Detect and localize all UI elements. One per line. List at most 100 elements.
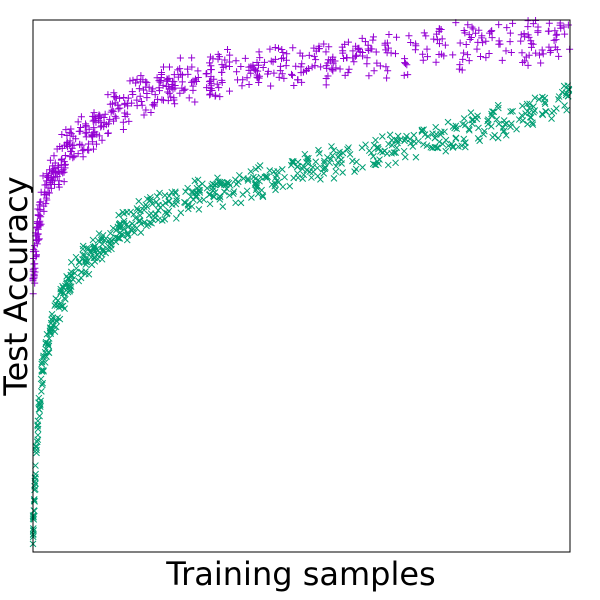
series-1-point (203, 184, 211, 192)
series-0-point (45, 173, 53, 181)
series-0-point (336, 65, 344, 73)
series-0-point (253, 59, 261, 67)
series-0-point (303, 67, 311, 75)
series-1-point (541, 100, 549, 108)
series-0-point (249, 64, 257, 72)
series-0-point (237, 63, 245, 71)
series-0-point (475, 26, 483, 34)
series-0-point (185, 94, 193, 102)
series-1-point (530, 103, 537, 110)
series-1-point (523, 100, 531, 108)
series-1-point (501, 120, 509, 128)
series-1-point (153, 193, 161, 200)
series-1-point (373, 158, 381, 165)
series-1-point (87, 253, 95, 261)
series-1-point (330, 146, 338, 154)
series-1-point (494, 101, 502, 109)
series-0-point (82, 122, 90, 130)
series-0-point (136, 92, 144, 100)
series-0-point (329, 59, 337, 67)
series-0-point (473, 45, 481, 53)
series-1-point (312, 158, 320, 166)
series-1-point (427, 143, 435, 151)
series-1-point (124, 229, 131, 237)
series-0-point (142, 106, 150, 114)
series-0-point (207, 62, 215, 70)
series-0-point (238, 82, 246, 90)
series-1-point (172, 215, 180, 222)
series-1-point (218, 179, 226, 186)
series-0-point (382, 46, 390, 54)
series-0-point (524, 23, 532, 31)
series-0-point (460, 26, 468, 34)
series-0-point (359, 52, 367, 60)
series-0-point (61, 152, 69, 160)
series-0-point (468, 23, 476, 31)
series-1-point (95, 230, 103, 237)
series-0-point (151, 91, 159, 99)
series-0-point (218, 76, 226, 84)
series-0-point (156, 78, 164, 86)
series-0-point (254, 67, 262, 75)
series-1-point (205, 191, 213, 199)
series-0-point (193, 78, 201, 86)
series-1-point (239, 191, 247, 198)
series-0-point (67, 125, 75, 133)
series-1-point (210, 192, 217, 200)
series-1-point (358, 144, 366, 152)
series-0-point (325, 43, 333, 51)
series-0-point (149, 85, 157, 93)
series-0-point (109, 107, 117, 115)
series-1-point (444, 118, 452, 126)
series-1-point (36, 412, 43, 420)
series-1-point (286, 182, 294, 190)
series-0-point (419, 50, 427, 58)
series-0-point (363, 54, 371, 62)
series-0-point (41, 181, 49, 189)
series-1-point (402, 135, 409, 143)
series-0-point (433, 30, 441, 38)
series-1-point (191, 177, 199, 185)
series-0-point (460, 49, 468, 57)
series-0-point (245, 80, 253, 88)
series-0-point (270, 69, 278, 77)
series-0-point (207, 82, 215, 90)
series-1-point (145, 211, 153, 219)
series-0-point (37, 198, 45, 206)
series-1-point (255, 164, 262, 171)
series-0-point (329, 67, 337, 75)
series-1-point (69, 275, 77, 283)
series-1-point (141, 218, 148, 226)
series-1-point (223, 185, 230, 193)
series-0-point (79, 153, 87, 161)
series-0-point (283, 50, 291, 58)
series-0-point (214, 55, 222, 63)
series-0-point (66, 140, 74, 148)
series-0-point (165, 74, 173, 82)
series-1-point (384, 161, 392, 169)
series-0-point (349, 54, 357, 62)
series-1-point (125, 223, 132, 230)
series-1-point (531, 94, 539, 102)
series-1-point (182, 188, 189, 195)
series-0-point (383, 74, 391, 82)
series-1-point (321, 157, 328, 165)
series-0-point (275, 73, 283, 81)
series-0-point (154, 95, 162, 103)
series-0-point (178, 71, 186, 79)
series-1-point (154, 216, 162, 224)
series-0-point (485, 50, 493, 58)
series-1-point (131, 229, 138, 236)
series-1-point (46, 327, 54, 335)
series-0-point (532, 17, 540, 25)
series-0-point (174, 66, 182, 74)
series-0-point (294, 76, 302, 84)
series-1-point (320, 159, 328, 167)
series-0-point (465, 31, 473, 39)
series-1-point (112, 227, 120, 234)
series-0-point (150, 100, 158, 108)
series-0-point (55, 183, 63, 191)
series-1-point (305, 154, 312, 162)
series-0-point (423, 45, 431, 53)
series-1-point (330, 175, 338, 182)
